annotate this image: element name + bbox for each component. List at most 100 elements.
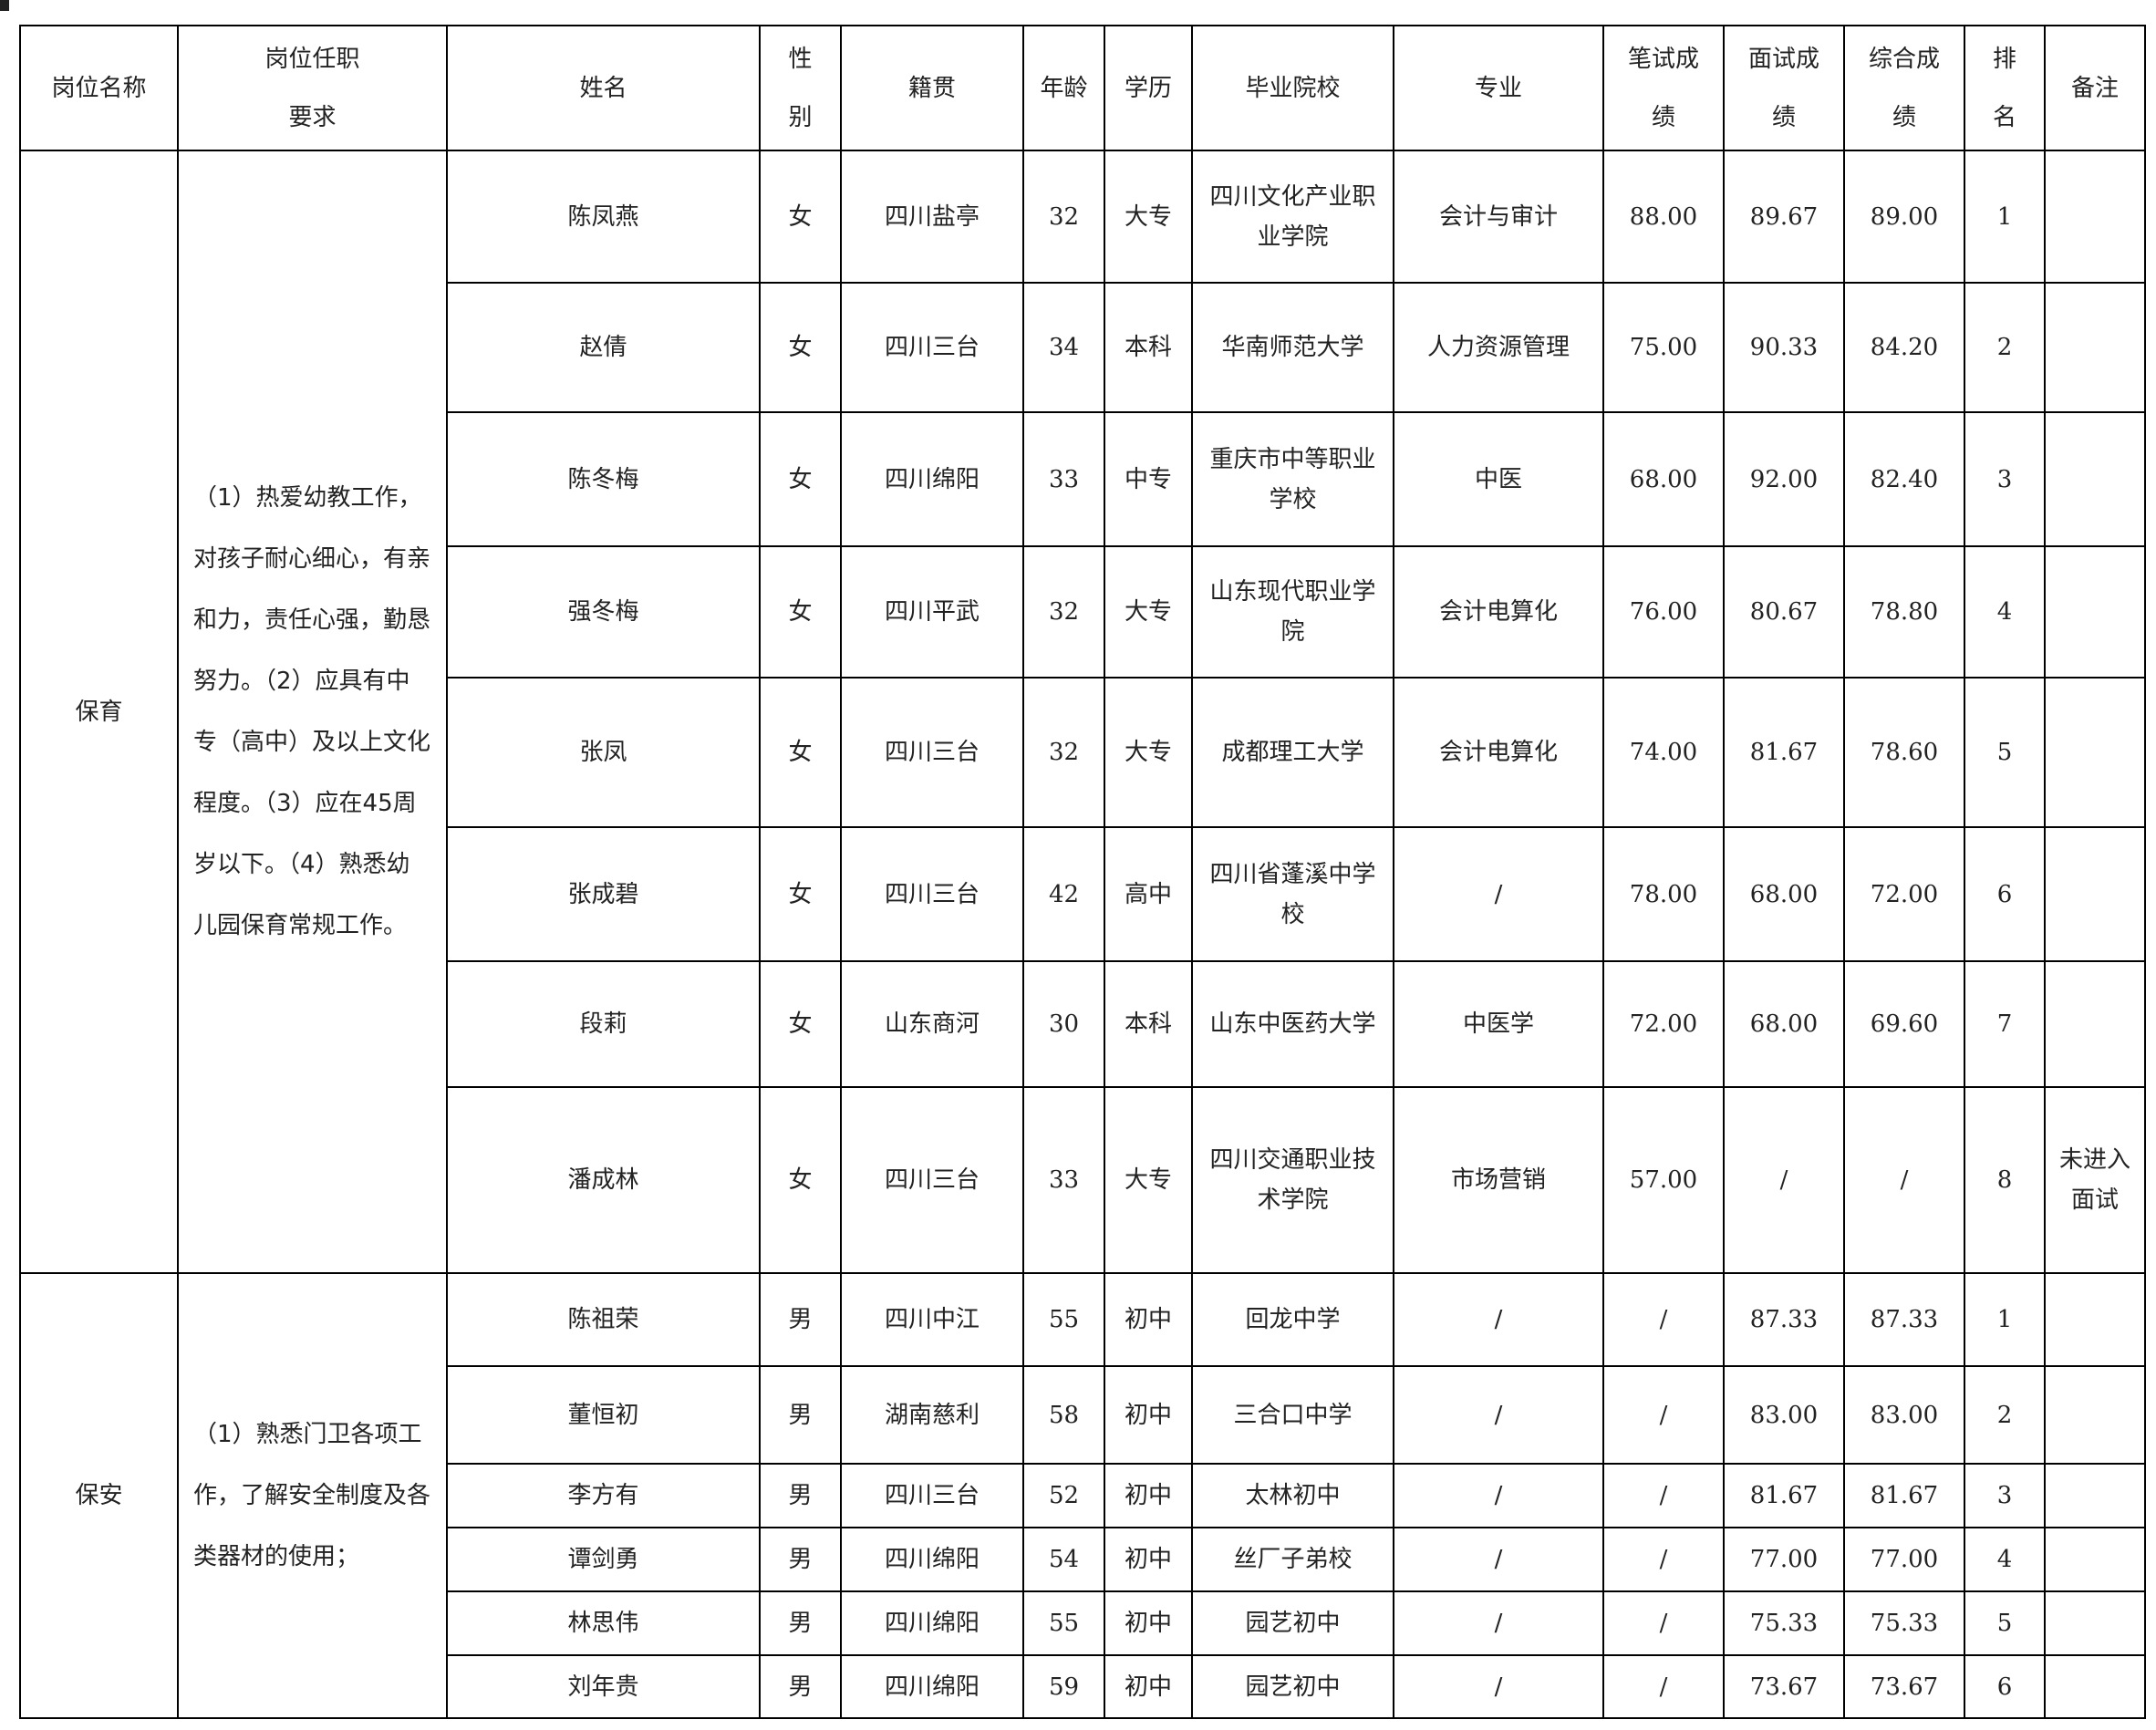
school-cell: 华南师范大学 [1191,282,1394,413]
hometown-cell: 四川三台 [840,282,1024,413]
position-cell: 保育 [19,150,179,1274]
header-name: 姓名 [446,25,761,151]
gender-cell: 女 [759,960,842,1088]
written-score-cell: 74.00 [1602,677,1725,828]
education-cell: 初中 [1104,1590,1193,1656]
school-cell: 园艺初中 [1191,1590,1394,1656]
hometown-cell: 四川平武 [840,545,1024,679]
age-cell: 54 [1022,1527,1105,1592]
name-cell: 陈凤燕 [446,150,761,284]
header-position: 岗位名称 [19,25,179,151]
total-score-cell: 77.00 [1843,1527,1965,1592]
table-row: 潘成林女四川三台 33 大专 四川交通职业技术学院 市场营销 57.00//8 未进入面试 [20,1086,2146,1274]
name-cell: 陈冬梅 [446,411,761,547]
school-cell: 三合口中学 [1191,1365,1394,1465]
interview-score-cell: 90.33 [1723,282,1845,413]
interview-score-cell: / [1723,1086,1845,1274]
remarks-cell [2044,1527,2146,1592]
written-score-cell: 75.00 [1602,282,1725,413]
table-row: 张凤女四川三台 32 大专 成都理工大学 会计电算化 74.00 81.67 78.60 5 [20,677,2146,828]
remarks-cell [2044,1463,2146,1528]
rank-cell: 2 [1964,282,2046,413]
name-cell: 强冬梅 [446,545,761,679]
name-cell: 林思伟 [446,1590,761,1656]
age-cell: 34 [1022,282,1105,413]
total-score-cell: 78.60 [1843,677,1965,828]
age-cell: 33 [1022,411,1105,547]
rank-cell: 2 [1964,1365,2046,1465]
rank-cell: 5 [1964,677,2046,828]
header-gender: 性别 [759,25,842,151]
total-score-cell: / [1843,1086,1965,1274]
age-cell: 58 [1022,1365,1105,1465]
gender-cell: 男 [759,1590,842,1656]
major-cell: / [1393,1463,1604,1528]
hometown-cell: 四川绵阳 [840,1654,1024,1719]
rank-cell: 3 [1964,1463,2046,1528]
hometown-cell: 四川三台 [840,826,1024,962]
table-row: 保育 （1）热爱幼教工作，对孩子耐心细心，有亲和力，责任心强，勤恳努力。（2）应具… [19,150,2146,1274]
written-score-cell: / [1602,1527,1725,1592]
rank-cell: 4 [1964,545,2046,679]
remarks-cell [2044,1365,2146,1465]
remarks-cell [2044,1272,2146,1367]
total-score-cell: 73.67 [1843,1654,1965,1719]
age-cell: 52 [1022,1463,1105,1528]
header-hometown: 籍贯 [840,25,1024,151]
written-score-cell: / [1602,1590,1725,1656]
name-cell: 董恒初 [446,1365,761,1465]
table-row: 李方有男四川三台 52 初中 太林初中 //81.67 81.67 3 [20,1463,2146,1528]
table-row: 段莉女山东商河 30 本科 山东中医药大学 中医学 72.00 68.00 69.60 7 [20,960,2146,1088]
written-score-cell: / [1602,1463,1725,1528]
written-score-cell: 57.00 [1602,1086,1725,1274]
education-cell: 初中 [1104,1272,1193,1367]
interview-score-cell: 83.00 [1723,1365,1845,1465]
total-score-cell: 69.60 [1843,960,1965,1088]
total-score-cell: 83.00 [1843,1365,1965,1465]
header-school: 毕业院校 [1191,25,1394,151]
remarks-cell [2044,545,2146,679]
age-cell: 59 [1022,1654,1105,1719]
major-cell: 中医 [1393,411,1604,547]
education-cell: 本科 [1104,282,1193,413]
interview-score-cell: 75.33 [1723,1590,1845,1656]
remarks-cell [2044,960,2146,1088]
gender-cell: 女 [759,282,842,413]
written-score-cell: 78.00 [1602,826,1725,962]
major-cell: 中医学 [1393,960,1604,1088]
major-cell: / [1393,1590,1604,1656]
major-cell: / [1393,1654,1604,1719]
education-cell: 大专 [1104,545,1193,679]
written-score-cell: / [1602,1654,1725,1719]
major-cell: / [1393,826,1604,962]
total-score-cell: 84.20 [1843,282,1965,413]
remarks-cell [2044,411,2146,547]
school-cell: 四川文化产业职业学院 [1191,150,1394,284]
written-score-cell: 72.00 [1602,960,1725,1088]
remarks-cell [2044,150,2146,284]
gender-cell: 女 [759,150,842,284]
school-cell: 山东中医药大学 [1191,960,1394,1088]
total-score-cell: 78.80 [1843,545,1965,679]
major-cell: / [1393,1527,1604,1592]
age-cell: 32 [1022,545,1105,679]
interview-score-cell: 80.67 [1723,545,1845,679]
interview-score-cell: 92.00 [1723,411,1845,547]
table-row: 刘年贵男四川绵阳 59 初中 园艺初中 //73.67 73.67 6 [20,1654,2146,1719]
header-age: 年龄 [1022,25,1105,151]
school-cell: 园艺初中 [1191,1654,1394,1719]
hometown-cell: 四川盐亭 [840,150,1024,284]
education-cell: 初中 [1104,1365,1193,1465]
position-cell: 保安 [19,1272,179,1719]
school-cell: 成都理工大学 [1191,677,1394,828]
remarks-cell [2044,282,2146,413]
interview-score-cell: 68.00 [1723,826,1845,962]
education-cell: 大专 [1104,150,1193,284]
rank-cell: 5 [1964,1590,2046,1656]
header-rank: 排名 [1964,25,2046,151]
header-row: 岗位名称 岗位任职 要求 姓名性别籍贯 年龄 学历 毕业院校 专业 笔试成绩面试成绩综合成绩排名… [19,25,2146,151]
interview-score-cell: 81.67 [1723,677,1845,828]
education-cell: 中专 [1104,411,1193,547]
total-score-cell: 81.67 [1843,1463,1965,1528]
education-cell: 大专 [1104,677,1193,828]
